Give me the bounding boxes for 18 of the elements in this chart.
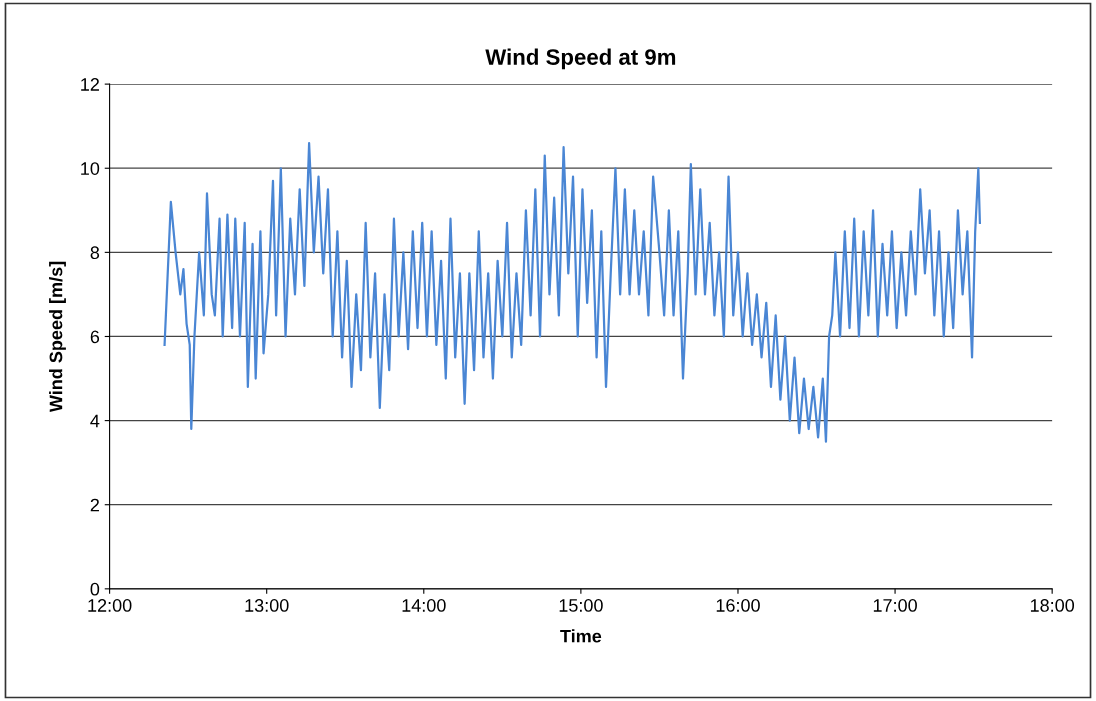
y-tick-label: 4 <box>90 414 100 428</box>
y-tick-label: 10 <box>81 162 100 175</box>
x-tick-label: 13:00 <box>245 599 289 612</box>
x-tick-label: 15:00 <box>559 599 603 612</box>
x-axis-title: Time <box>560 629 602 643</box>
x-tick-label: 17:00 <box>873 599 917 612</box>
x-tick-label: 14:00 <box>402 599 446 612</box>
y-tick-label: 6 <box>90 330 100 344</box>
y-tick-label: 0 <box>90 582 100 596</box>
x-tick-label: 18:00 <box>1030 599 1075 612</box>
line-series <box>163 141 982 443</box>
chart-title: Wind Speed at 9m <box>485 48 676 70</box>
x-tick-label: 12:00 <box>88 599 132 612</box>
y-tick-label: 12 <box>81 78 99 91</box>
y-axis-title: Wind Speed [m/s] <box>49 261 66 413</box>
y-tick-label: 8 <box>90 246 100 260</box>
y-tick-label: 2 <box>90 498 99 512</box>
x-tick-label: 16:00 <box>716 599 760 612</box>
